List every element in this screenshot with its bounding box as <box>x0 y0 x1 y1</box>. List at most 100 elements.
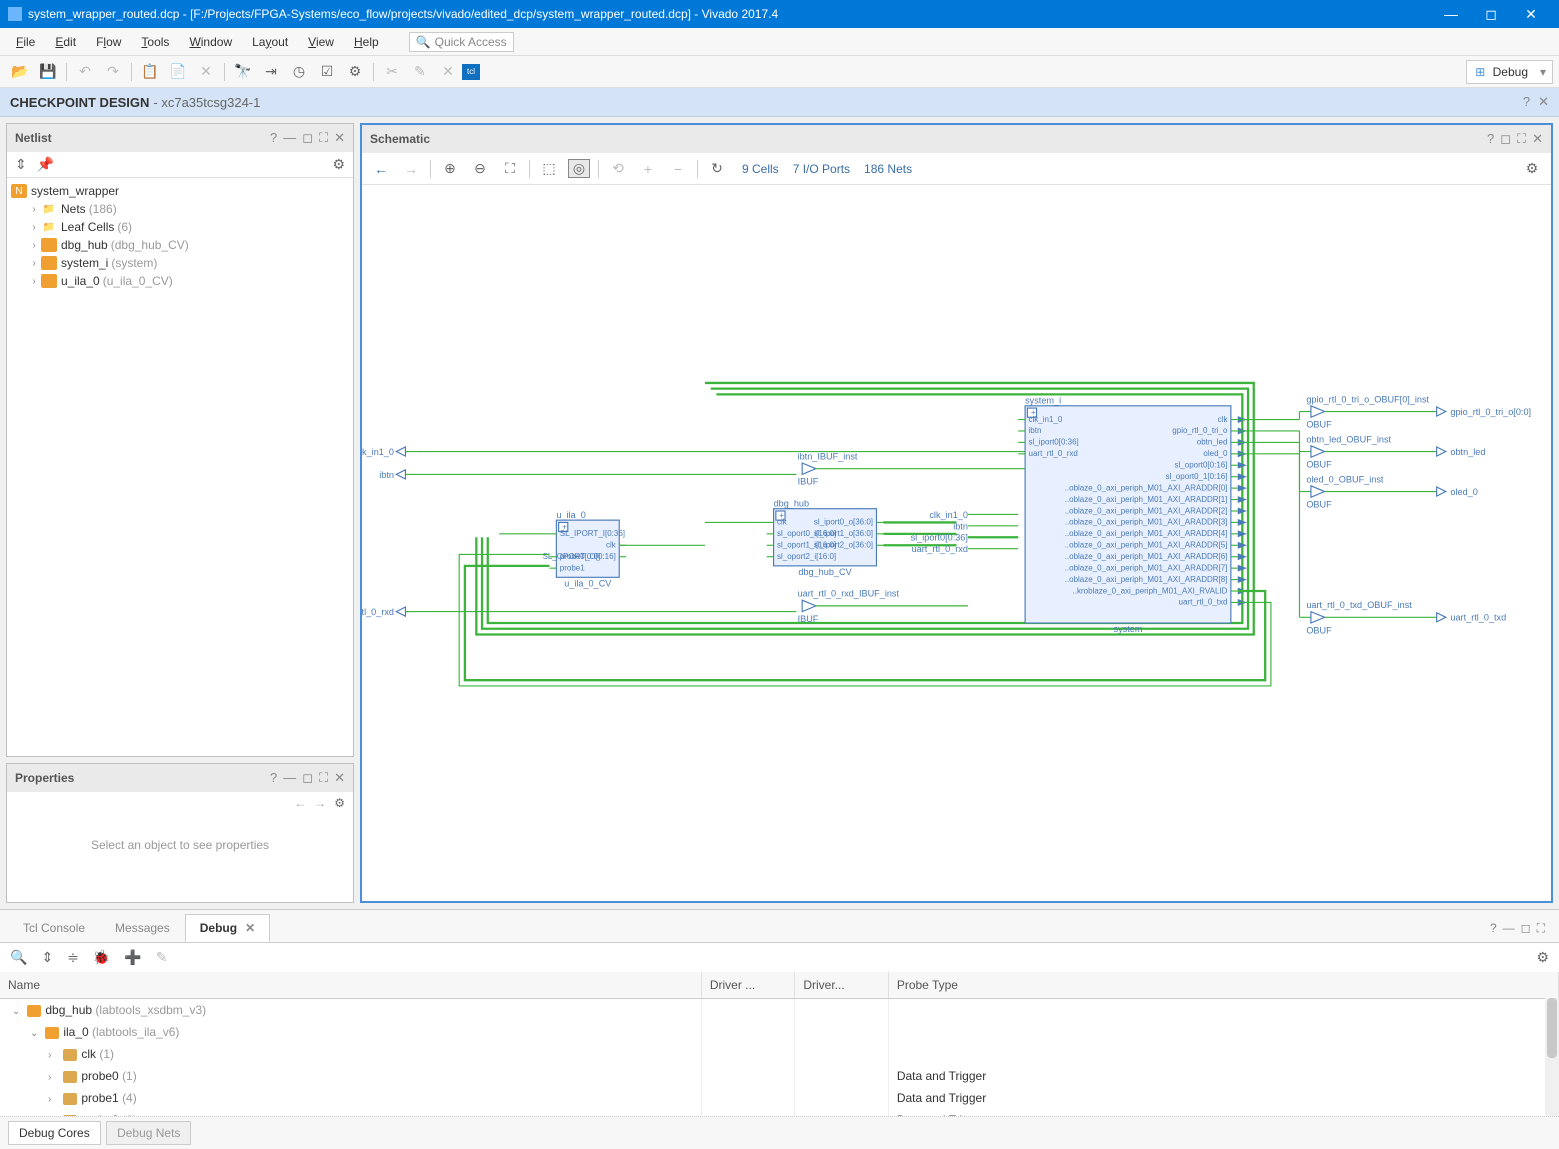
maximize-button[interactable]: ◻ <box>1471 6 1511 23</box>
table-row[interactable]: › probe0 (1)Data and Trigger <box>0 1065 1559 1087</box>
tab-debug[interactable]: Debug✕ <box>185 914 270 942</box>
tree-item[interactable]: › u_ila_0 (u_ila_0_CV) <box>11 272 349 290</box>
undo-button[interactable]: ↶ <box>71 60 99 84</box>
tree-item[interactable]: › system_i (system) <box>11 254 349 272</box>
props-max-icon[interactable]: ⛶ <box>319 770 328 786</box>
expand-icon[interactable]: ⌄ <box>30 1028 42 1039</box>
tab-debug-close-icon[interactable]: ✕ <box>245 921 255 935</box>
collapse-all-icon[interactable]: ⇕ <box>15 156 27 173</box>
menu-edit[interactable]: Edit <box>45 31 86 53</box>
remove-icon[interactable]: − <box>667 161 689 177</box>
quick-access-input[interactable]: 🔍 Quick Access <box>409 32 514 52</box>
bottom-help-icon[interactable]: ? <box>1490 921 1497 936</box>
expand-icon[interactable]: › <box>27 276 41 287</box>
props-restore-icon[interactable]: ◻ <box>302 770 313 786</box>
props-close-icon[interactable]: ✕ <box>334 770 345 786</box>
debug-bug-icon[interactable]: 🐞 <box>93 949 110 966</box>
debug-add-icon[interactable]: ➕ <box>124 949 141 966</box>
expand-icon[interactable]: › <box>27 240 41 251</box>
minimize-button[interactable]: — <box>1431 6 1471 22</box>
clear-button[interactable]: ✕ <box>434 60 462 84</box>
expand-icon[interactable]: › <box>27 204 41 215</box>
auto-fit-icon[interactable]: ◎ <box>568 159 590 178</box>
netlist-help-icon[interactable]: ? <box>270 130 277 146</box>
schem-fwd-icon[interactable]: → <box>400 161 422 177</box>
schem-max-icon[interactable]: ⛶ <box>1517 131 1526 147</box>
debug-collapse-icon[interactable]: ⇕ <box>41 949 53 966</box>
close-button[interactable]: ✕ <box>1511 6 1551 23</box>
zoom-in-icon[interactable]: ⊕ <box>439 160 461 177</box>
bottom-max-icon[interactable]: ⛶ <box>1537 921 1545 936</box>
zoom-out-icon[interactable]: ⊖ <box>469 160 491 177</box>
reload-icon[interactable]: ↻ <box>706 160 728 177</box>
props-settings-icon[interactable]: ⚙ <box>334 796 345 810</box>
table-row[interactable]: › clk (1) <box>0 1043 1559 1065</box>
menu-flow[interactable]: Flow <box>86 31 131 53</box>
props-min-icon[interactable]: — <box>283 770 296 786</box>
foot-tab-debug-cores[interactable]: Debug Cores <box>8 1121 101 1145</box>
menu-window[interactable]: Window <box>179 31 242 53</box>
table-row[interactable]: › probe2 (2)Data and Trigger <box>0 1109 1559 1116</box>
expand-icon[interactable]: › <box>27 222 41 233</box>
open-button[interactable]: 📂 <box>6 60 34 84</box>
layout-selector[interactable]: ⊞ Debug <box>1466 60 1553 84</box>
debug-settings-icon[interactable]: ⚙ <box>1536 949 1549 966</box>
tree-root[interactable]: N system_wrapper <box>11 182 349 200</box>
table-row[interactable]: ⌄ ila_0 (labtools_ila_v6) <box>0 1021 1559 1043</box>
debug-expand-icon[interactable]: ≑ <box>67 949 79 966</box>
schematic-canvas[interactable]: clk_in1_0ibtnuart_rtl_0_rxd+u_ila_0u_ila… <box>362 185 1551 901</box>
debug-search-icon[interactable]: 🔍 <box>10 949 27 966</box>
debug-brush-icon[interactable]: ✎ <box>156 949 168 966</box>
delete-button[interactable]: ✕ <box>192 60 220 84</box>
tab-tcl-console[interactable]: Tcl Console <box>8 914 100 942</box>
expand-icon[interactable]: › <box>27 258 41 269</box>
expand-icon[interactable]: › <box>48 1072 60 1083</box>
table-row[interactable]: ⌄ dbg_hub (labtools_xsdbm_v3) <box>0 999 1559 1022</box>
menu-tools[interactable]: Tools <box>131 31 179 53</box>
stat-nets[interactable]: 186 Nets <box>864 162 912 176</box>
props-back-icon[interactable]: ← <box>294 796 306 810</box>
copy-button[interactable]: 📋 <box>136 60 164 84</box>
strip-help-icon[interactable]: ? <box>1523 94 1530 110</box>
netlist-settings-icon[interactable]: ⚙ <box>332 156 345 173</box>
debug-table[interactable]: Name Driver ... Driver... Probe Type ⌄ d… <box>0 972 1559 1116</box>
tcl-icon[interactable]: tcl <box>462 64 480 80</box>
netlist-min-icon[interactable]: — <box>283 130 296 146</box>
settings-icon[interactable]: ⚙ <box>341 60 369 84</box>
cut-button[interactable]: ✂ <box>378 60 406 84</box>
props-fwd-icon[interactable]: → <box>314 796 326 810</box>
paste-button[interactable]: 📄 <box>164 60 192 84</box>
pin-icon[interactable]: 📌 <box>37 156 54 173</box>
col-name[interactable]: Name <box>0 972 701 999</box>
col-driver2[interactable]: Driver... <box>795 972 889 999</box>
menu-layout[interactable]: Layout <box>242 31 298 53</box>
stat-ports[interactable]: 7 I/O Ports <box>793 162 850 176</box>
expand-icon[interactable]: › <box>48 1094 60 1105</box>
tree-item[interactable]: › 📁 Leaf Cells (6) <box>11 218 349 236</box>
binoculars-icon[interactable]: 🔭 <box>229 60 257 84</box>
tab-messages[interactable]: Messages <box>100 914 185 942</box>
netlist-tree[interactable]: N system_wrapper › 📁 Nets (186)› 📁 Leaf … <box>7 178 353 756</box>
table-row[interactable]: › probe1 (4)Data and Trigger <box>0 1087 1559 1109</box>
col-probetype[interactable]: Probe Type <box>888 972 1558 999</box>
menu-file[interactable]: File <box>6 31 45 53</box>
foot-tab-debug-nets[interactable]: Debug Nets <box>106 1121 191 1145</box>
add-icon[interactable]: + <box>637 161 659 177</box>
tree-item[interactable]: › dbg_hub (dbg_hub_CV) <box>11 236 349 254</box>
select-area-icon[interactable]: ⬚ <box>538 160 560 177</box>
menu-help[interactable]: Help <box>344 31 389 53</box>
step-button[interactable]: ⇥ <box>257 60 285 84</box>
expand-icon[interactable]: ⌄ <box>12 1006 24 1017</box>
stat-cells[interactable]: 9 Cells <box>742 162 779 176</box>
regen-icon[interactable]: ⟲ <box>607 160 629 177</box>
redo-button[interactable]: ↷ <box>99 60 127 84</box>
netlist-close-icon[interactable]: ✕ <box>334 130 345 146</box>
netlist-restore-icon[interactable]: ◻ <box>302 130 313 146</box>
menu-view[interactable]: View <box>298 31 344 53</box>
zoom-fit-icon[interactable]: ⛶ <box>499 160 521 177</box>
schem-restore-icon[interactable]: ◻ <box>1500 131 1511 147</box>
bottom-min-icon[interactable]: — <box>1503 921 1515 936</box>
save-button[interactable]: 💾 <box>34 60 62 84</box>
schem-close-icon[interactable]: ✕ <box>1532 131 1543 147</box>
highlight-button[interactable]: ✎ <box>406 60 434 84</box>
